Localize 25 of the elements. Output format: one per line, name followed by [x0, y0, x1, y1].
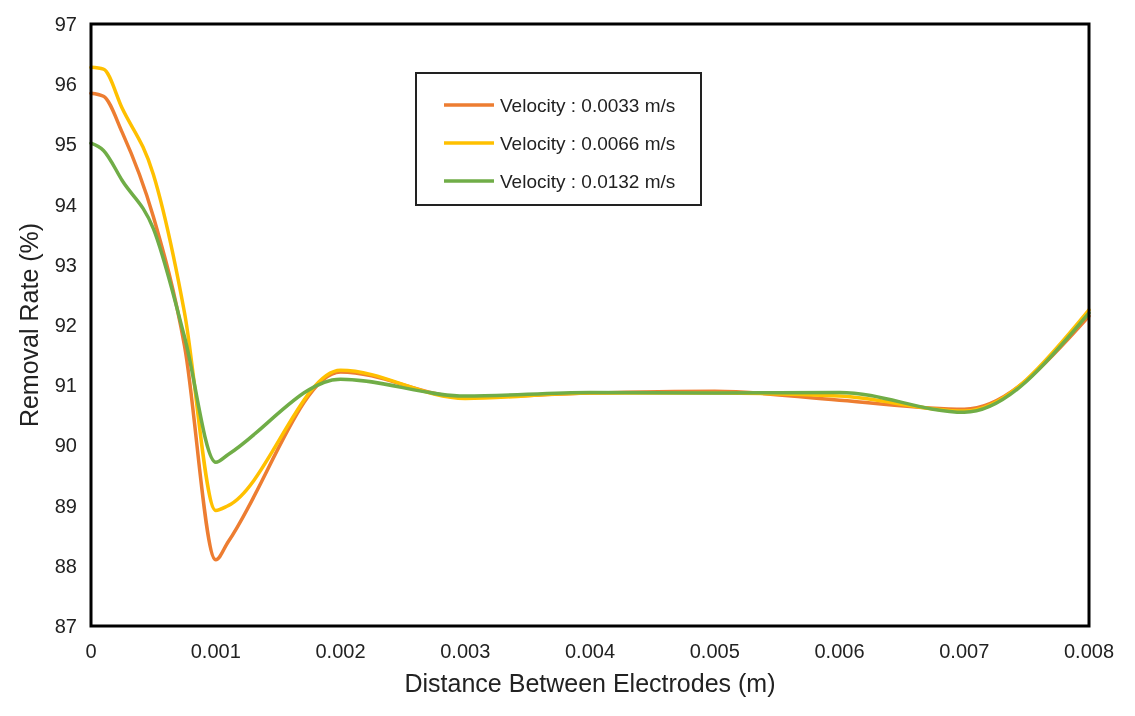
x-tick-label: 0.007 — [939, 640, 990, 662]
legend-label: Velocity : 0.0033 m/s — [500, 94, 676, 116]
x-tick-label: 0.005 — [689, 640, 740, 662]
y-tick-label: 88 — [54, 554, 77, 577]
y-tick-label: 93 — [54, 253, 77, 276]
legend-label: Velocity : 0.0132 m/s — [500, 170, 676, 192]
x-axis-title: Distance Between Electrodes (m) — [404, 669, 776, 697]
x-tick-label: 0.008 — [1063, 640, 1115, 662]
y-axis-title: Removal Rate (%) — [15, 222, 43, 428]
y-tick-label: 91 — [54, 374, 77, 397]
y-tick-label: 92 — [54, 314, 77, 336]
x-tick-label: 0.001 — [190, 640, 241, 662]
x-tick-label: 0.003 — [440, 640, 491, 662]
x-tick-label: 0 — [85, 640, 97, 662]
y-tick-label: 96 — [54, 73, 77, 96]
x-tick-label: 0.002 — [315, 640, 366, 662]
y-tick-label: 94 — [54, 193, 77, 216]
y-tick-label: 87 — [54, 615, 77, 637]
x-tick-label: 0.006 — [814, 640, 865, 662]
legend-label: Velocity : 0.0066 m/s — [500, 132, 676, 154]
x-tick-label: 0.004 — [564, 640, 616, 662]
y-tick-label: 89 — [54, 494, 77, 517]
y-tick-label: 97 — [54, 13, 77, 35]
y-tick-label: 90 — [54, 434, 77, 457]
y-tick-label: 95 — [54, 133, 77, 156]
